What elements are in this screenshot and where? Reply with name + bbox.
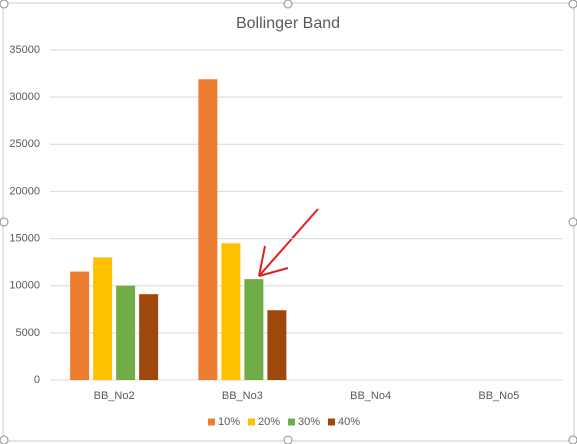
x-tick-label: BB_No2 bbox=[94, 390, 135, 402]
bar bbox=[70, 271, 90, 380]
bar bbox=[198, 79, 218, 380]
y-tick-label: 35000 bbox=[9, 44, 40, 56]
bar bbox=[244, 279, 264, 380]
y-tick-label: 25000 bbox=[9, 138, 40, 150]
bar bbox=[116, 285, 136, 380]
legend-label: 10% bbox=[218, 416, 240, 428]
y-tick-label: 30000 bbox=[9, 91, 40, 103]
bar bbox=[93, 257, 113, 380]
legend-swatch bbox=[328, 418, 335, 426]
legend-label: 30% bbox=[298, 416, 320, 428]
legend-label: 20% bbox=[258, 416, 280, 428]
legend-label: 40% bbox=[338, 416, 360, 428]
y-tick-label: 15000 bbox=[9, 232, 40, 244]
legend-swatch bbox=[208, 418, 215, 426]
chart-title: Bollinger Band bbox=[236, 15, 340, 32]
x-tick-label: BB_No5 bbox=[478, 390, 519, 402]
x-tick-label: BB_No4 bbox=[350, 390, 391, 402]
y-tick-label: 20000 bbox=[9, 185, 40, 197]
legend-swatch bbox=[248, 418, 255, 426]
y-tick-label: 10000 bbox=[9, 280, 40, 292]
y-tick-label: 0 bbox=[34, 374, 40, 386]
bar bbox=[139, 294, 159, 380]
annotation-arrow bbox=[258, 208, 319, 277]
legend-swatch bbox=[288, 418, 295, 426]
bar bbox=[221, 243, 241, 380]
x-tick-label: BB_No3 bbox=[222, 390, 263, 402]
bar bbox=[267, 310, 287, 380]
y-tick-label: 5000 bbox=[16, 327, 40, 339]
